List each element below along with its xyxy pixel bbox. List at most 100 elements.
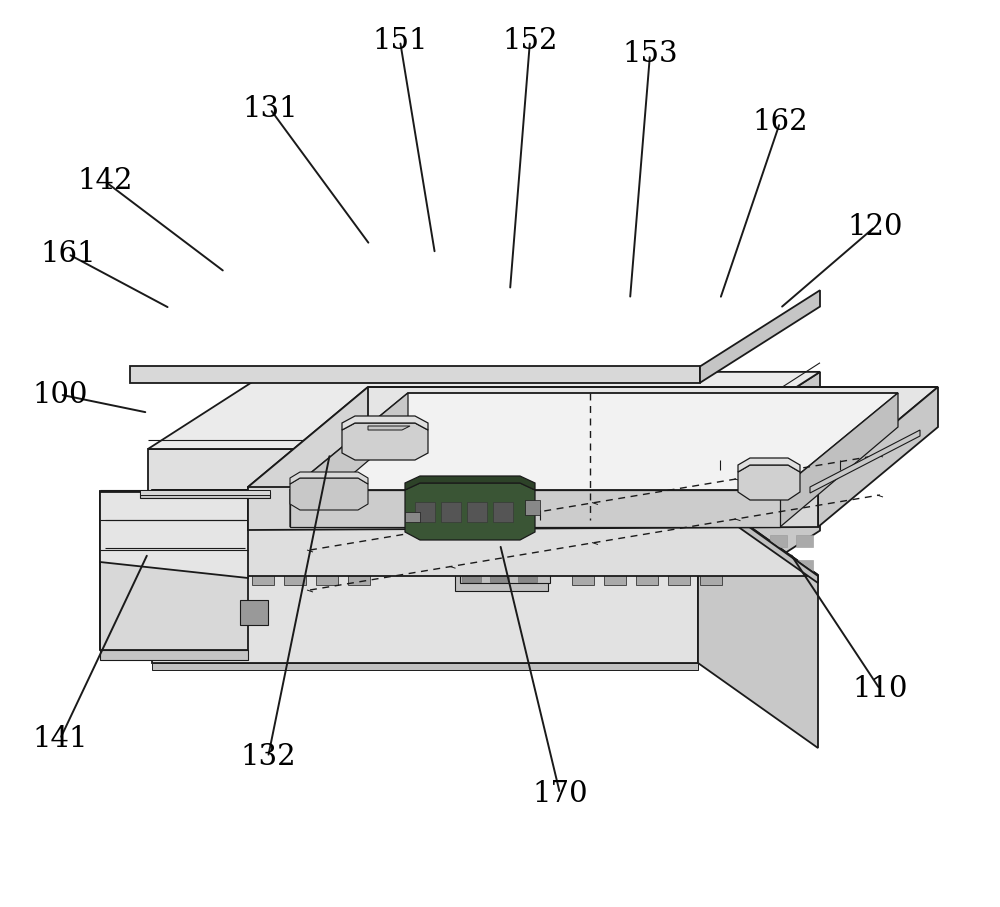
Polygon shape [140, 490, 270, 495]
Polygon shape [518, 532, 537, 544]
Polygon shape [284, 532, 306, 545]
Polygon shape [636, 532, 658, 545]
Polygon shape [680, 510, 700, 524]
Polygon shape [493, 502, 513, 522]
Polygon shape [612, 510, 632, 524]
Polygon shape [680, 560, 700, 574]
Polygon shape [818, 387, 938, 527]
Polygon shape [522, 508, 542, 520]
Polygon shape [290, 393, 898, 490]
Polygon shape [467, 502, 487, 522]
Text: 131: 131 [242, 95, 298, 122]
Polygon shape [152, 663, 698, 670]
Polygon shape [490, 551, 509, 563]
Polygon shape [714, 510, 734, 524]
Circle shape [241, 544, 259, 561]
Polygon shape [462, 532, 481, 544]
Polygon shape [337, 510, 357, 524]
Polygon shape [455, 517, 548, 591]
Polygon shape [572, 551, 594, 565]
Text: 153: 153 [622, 41, 678, 68]
Polygon shape [612, 560, 632, 574]
Polygon shape [698, 490, 818, 748]
Polygon shape [100, 492, 248, 650]
Polygon shape [578, 560, 598, 574]
Polygon shape [148, 372, 820, 449]
Polygon shape [415, 502, 435, 522]
Circle shape [269, 544, 287, 561]
Polygon shape [718, 560, 735, 572]
Polygon shape [495, 508, 515, 520]
Polygon shape [130, 492, 700, 500]
Polygon shape [248, 387, 368, 530]
Polygon shape [342, 423, 428, 460]
Polygon shape [303, 510, 323, 524]
Polygon shape [165, 553, 195, 585]
Polygon shape [468, 552, 488, 564]
Polygon shape [744, 510, 761, 522]
Circle shape [205, 564, 221, 579]
Text: 110: 110 [852, 676, 908, 703]
Polygon shape [290, 490, 780, 527]
Polygon shape [810, 430, 920, 493]
Circle shape [213, 544, 231, 561]
Polygon shape [148, 603, 700, 612]
Polygon shape [405, 476, 535, 490]
Polygon shape [148, 449, 700, 608]
Polygon shape [700, 492, 818, 583]
Text: 141: 141 [32, 726, 88, 753]
Polygon shape [337, 560, 357, 574]
Polygon shape [780, 393, 898, 527]
Polygon shape [235, 535, 255, 549]
Polygon shape [252, 532, 274, 545]
Polygon shape [604, 532, 626, 545]
Polygon shape [220, 551, 242, 565]
Polygon shape [290, 478, 368, 510]
Polygon shape [316, 532, 338, 545]
Polygon shape [700, 571, 722, 585]
Polygon shape [220, 571, 242, 585]
Polygon shape [462, 551, 481, 563]
Polygon shape [578, 535, 598, 549]
Polygon shape [518, 551, 537, 563]
Polygon shape [405, 512, 420, 522]
Polygon shape [348, 532, 370, 545]
Text: 120: 120 [847, 213, 903, 240]
Polygon shape [714, 560, 734, 574]
Polygon shape [269, 535, 289, 549]
Polygon shape [770, 535, 787, 547]
Polygon shape [235, 510, 255, 524]
Polygon shape [240, 600, 268, 625]
Polygon shape [700, 290, 820, 383]
Polygon shape [490, 532, 509, 544]
Polygon shape [165, 530, 200, 570]
Polygon shape [668, 532, 690, 545]
Polygon shape [490, 570, 509, 582]
Polygon shape [220, 532, 242, 545]
Polygon shape [468, 530, 488, 542]
Polygon shape [680, 535, 700, 549]
Polygon shape [337, 535, 357, 549]
Polygon shape [770, 510, 787, 522]
Polygon shape [348, 551, 370, 565]
Polygon shape [100, 492, 248, 578]
Polygon shape [252, 571, 274, 585]
Circle shape [257, 564, 273, 579]
Polygon shape [572, 571, 594, 585]
Polygon shape [371, 535, 391, 549]
Polygon shape [284, 571, 306, 585]
Polygon shape [130, 492, 818, 576]
Polygon shape [525, 500, 540, 515]
Polygon shape [140, 492, 270, 498]
Text: 100: 100 [32, 381, 88, 408]
Polygon shape [718, 535, 735, 547]
Polygon shape [796, 535, 813, 547]
Polygon shape [371, 560, 391, 574]
Polygon shape [371, 510, 391, 524]
Polygon shape [303, 560, 323, 574]
Text: 161: 161 [40, 240, 96, 268]
Polygon shape [405, 483, 535, 540]
Polygon shape [636, 551, 658, 565]
Polygon shape [248, 487, 818, 530]
Polygon shape [700, 532, 722, 545]
